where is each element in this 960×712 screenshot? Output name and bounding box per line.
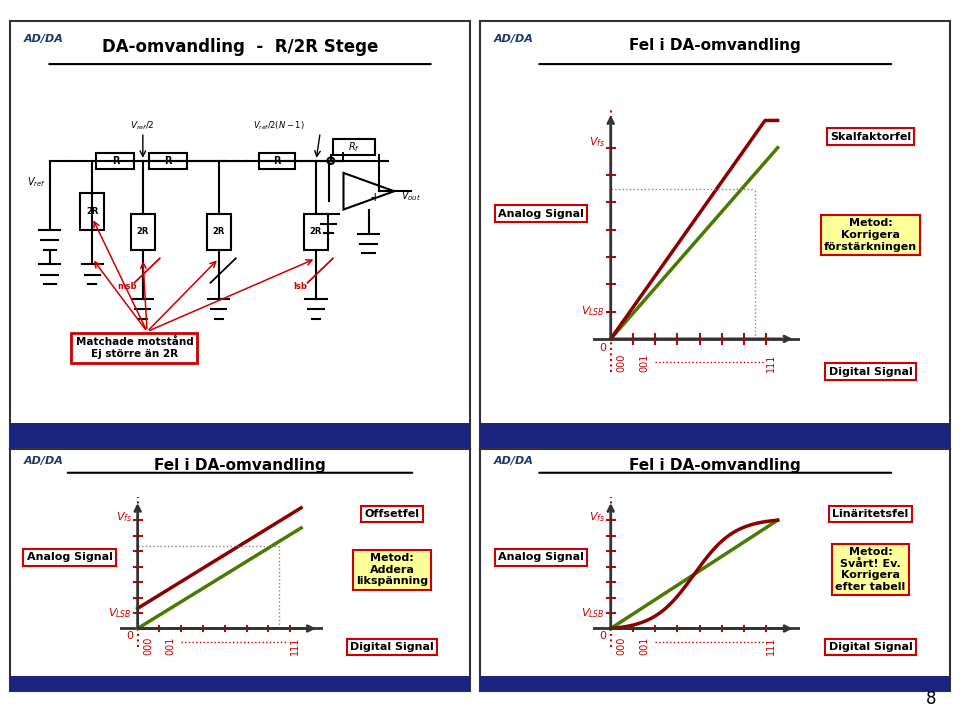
Text: 8: 8 bbox=[925, 691, 936, 708]
Text: $V_{ref}/2$: $V_{ref}/2$ bbox=[131, 119, 155, 132]
Text: AD/DA: AD/DA bbox=[23, 456, 63, 466]
Text: R: R bbox=[111, 156, 119, 166]
Text: AD/DA: AD/DA bbox=[494, 34, 534, 44]
FancyBboxPatch shape bbox=[10, 676, 470, 691]
Text: 0: 0 bbox=[599, 631, 607, 641]
Text: $V_{fs}$: $V_{fs}$ bbox=[116, 511, 132, 524]
Text: Fel i DA-omvandling: Fel i DA-omvandling bbox=[630, 459, 801, 473]
Text: $V_{ref}$: $V_{ref}$ bbox=[27, 175, 45, 189]
Bar bbox=[131, 214, 155, 250]
Text: $V_{LSB}$: $V_{LSB}$ bbox=[108, 606, 132, 620]
Text: $V_{fs}$: $V_{fs}$ bbox=[588, 135, 605, 150]
Text: Offsetfel: Offsetfel bbox=[365, 509, 420, 519]
Text: Matchade motstånd
Ej större än 2R: Matchade motstånd Ej större än 2R bbox=[76, 337, 193, 359]
Text: 000: 000 bbox=[144, 637, 154, 655]
Text: Digital Signal: Digital Signal bbox=[828, 642, 912, 652]
Text: $V_{ref}/2(N-1)$: $V_{ref}/2(N-1)$ bbox=[252, 119, 304, 132]
Text: Metod:
Svårt! Ev.
Korrigera
efter tabell: Metod: Svårt! Ev. Korrigera efter tabell bbox=[835, 547, 905, 592]
Bar bbox=[96, 152, 134, 169]
Text: $V_{out}$: $V_{out}$ bbox=[400, 189, 420, 203]
Text: 111: 111 bbox=[766, 637, 776, 655]
Text: 2R: 2R bbox=[213, 227, 225, 236]
FancyBboxPatch shape bbox=[480, 423, 950, 449]
Text: 001: 001 bbox=[165, 637, 176, 655]
Text: R: R bbox=[164, 156, 172, 166]
Text: Analog Signal: Analog Signal bbox=[498, 553, 584, 562]
Text: Linäritetsfel: Linäritetsfel bbox=[832, 509, 908, 519]
Bar bbox=[259, 152, 295, 169]
Text: 111: 111 bbox=[766, 354, 776, 372]
Text: $V_{LSB}$: $V_{LSB}$ bbox=[582, 305, 605, 318]
Text: R: R bbox=[274, 156, 281, 166]
Text: $R_f$: $R_f$ bbox=[348, 140, 360, 154]
Text: DA-omvandling  -  R/2R Stege: DA-omvandling - R/2R Stege bbox=[102, 38, 378, 56]
Text: AD/DA: AD/DA bbox=[23, 34, 63, 44]
Text: 2R: 2R bbox=[86, 207, 98, 216]
FancyBboxPatch shape bbox=[480, 676, 950, 691]
Text: 000: 000 bbox=[617, 637, 627, 655]
Bar bbox=[207, 214, 230, 250]
Text: 0: 0 bbox=[127, 631, 133, 641]
Text: 2R: 2R bbox=[310, 227, 323, 236]
Bar bbox=[81, 193, 104, 230]
Text: Metod:
Addera
likspänning: Metod: Addera likspänning bbox=[356, 553, 428, 586]
Text: lsb: lsb bbox=[293, 282, 306, 291]
Polygon shape bbox=[344, 173, 395, 209]
Text: Digital Signal: Digital Signal bbox=[828, 367, 912, 377]
Text: 111: 111 bbox=[290, 637, 300, 655]
Text: 001: 001 bbox=[639, 637, 649, 655]
Text: 001: 001 bbox=[639, 354, 649, 372]
Text: $V_{LSB}$: $V_{LSB}$ bbox=[582, 606, 605, 620]
Bar bbox=[149, 152, 187, 169]
Bar bbox=[304, 214, 328, 250]
Bar bbox=[333, 139, 375, 155]
Text: 000: 000 bbox=[617, 354, 627, 372]
Text: 2R: 2R bbox=[136, 227, 149, 236]
Text: 0: 0 bbox=[599, 343, 607, 353]
Text: Metod:
Korrigera
förstärkningen: Metod: Korrigera förstärkningen bbox=[824, 219, 917, 251]
Text: Analog Signal: Analog Signal bbox=[498, 209, 584, 219]
Text: Analog Signal: Analog Signal bbox=[27, 553, 112, 562]
Text: +: + bbox=[370, 191, 380, 204]
Text: Fel i DA-omvandling: Fel i DA-omvandling bbox=[155, 459, 325, 473]
Text: AD/DA: AD/DA bbox=[494, 456, 534, 466]
Text: msb: msb bbox=[117, 282, 137, 291]
Text: Digital Signal: Digital Signal bbox=[350, 642, 434, 652]
Text: -: - bbox=[372, 178, 377, 191]
Text: Fel i DA-omvandling: Fel i DA-omvandling bbox=[630, 38, 801, 53]
Text: $V_{fs}$: $V_{fs}$ bbox=[588, 511, 605, 524]
Text: Skalfaktorfel: Skalfaktorfel bbox=[829, 132, 911, 142]
FancyBboxPatch shape bbox=[10, 423, 470, 449]
